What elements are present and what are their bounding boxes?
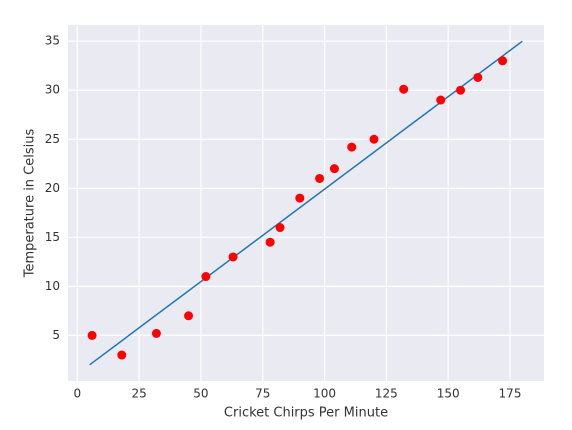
fit-line [89, 40, 523, 366]
point [498, 56, 508, 66]
point [369, 134, 379, 144]
y-axis-label: Temperature in Celsius [23, 129, 38, 279]
point [295, 193, 305, 203]
point [436, 95, 446, 105]
x-axis-label: Cricket Chirps Per Minute [224, 406, 388, 421]
x-tick-label: 75 [255, 387, 270, 401]
x-tick-label: 100 [313, 387, 336, 401]
point [473, 72, 483, 82]
y-tick-label: 10 [45, 279, 60, 293]
x-tick-label: 50 [193, 387, 208, 401]
point [228, 252, 238, 262]
point [456, 85, 466, 95]
x-tick-label: 25 [131, 387, 146, 401]
x-tick-label: 175 [499, 387, 522, 401]
point [184, 311, 194, 321]
point [117, 350, 127, 360]
point [151, 328, 161, 338]
y-tick-label: 35 [45, 34, 60, 48]
x-tick-label: 0 [73, 387, 81, 401]
point [329, 164, 339, 174]
y-tick-label: 15 [45, 230, 60, 244]
point [265, 237, 275, 247]
point [315, 173, 325, 183]
y-tick-label: 20 [45, 181, 60, 195]
point [87, 330, 97, 340]
y-tick-label: 5 [52, 328, 60, 342]
y-tick-label: 25 [45, 132, 60, 146]
x-tick-label: 150 [437, 387, 460, 401]
point [347, 142, 357, 152]
point [201, 272, 211, 282]
x-tick-label: 125 [375, 387, 398, 401]
point [275, 223, 285, 233]
y-tick-label: 30 [45, 83, 60, 97]
point [399, 84, 409, 94]
